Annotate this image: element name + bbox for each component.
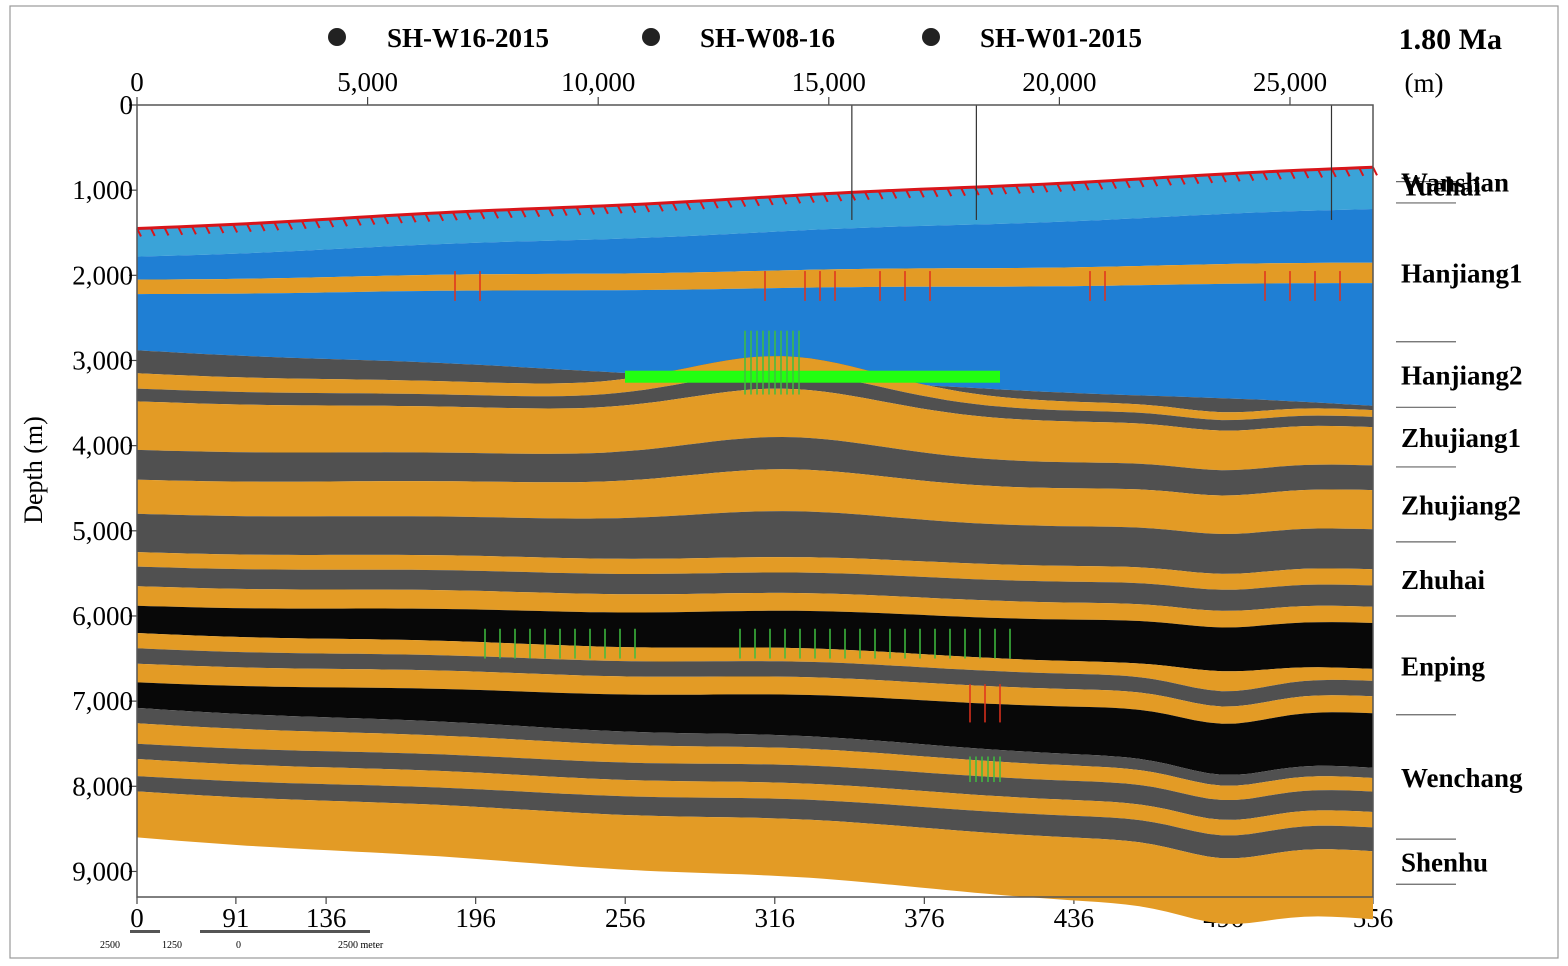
depth-axis-tick-label: 6,000 — [72, 601, 133, 631]
depth-axis-tick-label: 4,000 — [72, 431, 133, 461]
depth-axis-tick-label: 0 — [120, 90, 134, 120]
formation-label: Enping — [1401, 651, 1486, 681]
formation-label: Hanjiang2 — [1401, 361, 1523, 391]
depth-axis-tick-label: 1,000 — [72, 175, 133, 205]
plot-frame — [136, 104, 1374, 898]
trace-axis-tick-label: 316 — [755, 903, 796, 933]
shallow-layer-yuehai — [137, 167, 1373, 257]
orange-layer — [137, 759, 1373, 836]
scale-label: 2500 meter — [338, 940, 384, 951]
grey-layer — [137, 437, 1373, 496]
formation-label: Zhujiang1 — [1401, 423, 1521, 453]
well-lines — [851, 105, 1333, 220]
well-marker-icon — [328, 28, 346, 46]
trace-axis-tick-label: 136 — [306, 903, 347, 933]
orange-layer — [137, 552, 1373, 590]
black-layer — [137, 682, 1373, 775]
orange-layer — [137, 663, 1373, 724]
formation-label: Wenchang — [1401, 763, 1523, 793]
top-axis-tick-label: 25,000 — [1253, 67, 1327, 97]
top-axis-tick-label: 5,000 — [337, 67, 398, 97]
formation-label: Yuehai — [1401, 172, 1482, 202]
figure-border — [9, 5, 1559, 959]
depth-axis-tick-label: 3,000 — [72, 345, 133, 375]
depth-axis-tick-label: 9,000 — [72, 856, 133, 886]
depth-axis-tick-label: 7,000 — [72, 686, 133, 716]
top-axis-ticks: 0 5,000 10,000 15,000 20,000 25,000 — [130, 67, 1327, 105]
orange-layer — [137, 723, 1373, 800]
fault-markers — [136, 165, 1378, 783]
top-axis-tick-label: 0 — [130, 67, 144, 97]
grey-layer — [137, 511, 1373, 574]
orange-layer — [137, 791, 1373, 924]
trace-axis-tick-label: 376 — [904, 903, 945, 933]
green-anomaly-zone — [625, 370, 1000, 383]
orange-layer — [137, 469, 1373, 534]
legend-well-2: SH-W08-16 — [700, 23, 835, 53]
formation-label: Wanshan — [1401, 168, 1509, 198]
plot-frame-border — [136, 104, 1374, 898]
grey-layer — [137, 566, 1373, 611]
hanjiang2-blue-layer — [137, 283, 1373, 406]
orange-layer — [137, 633, 1373, 692]
scale-bar-segment — [160, 930, 200, 933]
well-marker-icon — [922, 28, 940, 46]
grey-layer — [137, 743, 1373, 820]
stratigraphic-layers — [137, 167, 1373, 924]
well-marker-icon — [642, 28, 660, 46]
age-label: 1.80 Ma — [1399, 23, 1502, 56]
legend-well-1: SH-W16-2015 — [387, 23, 549, 53]
top-axis-tick-label: 15,000 — [792, 67, 866, 97]
grey-layer — [137, 707, 1373, 786]
grey-layer — [137, 372, 1373, 431]
depth-axis-ticks: 0 1,000 2,000 3,000 4,000 5,000 6,000 7,000 8,00… — [72, 90, 137, 886]
legend-well-3: SH-W01-2015 — [980, 23, 1142, 53]
formation-label: Shenhu — [1401, 848, 1488, 878]
seafloor-line — [136, 165, 1374, 230]
trace-axis-tick-label: 436 — [1054, 903, 1095, 933]
trace-axis-tick-label: 256 — [605, 903, 646, 933]
legend: SH-W16-2015 SH-W08-16 SH-W01-2015 1.80 M… — [328, 23, 1502, 56]
grey-layer — [137, 776, 1373, 859]
formation-label: Zhuhai — [1401, 565, 1486, 595]
top-axis-unit: (m) — [1405, 68, 1444, 98]
scale-label: 2500 — [100, 940, 120, 951]
scale-bar-line — [100, 930, 370, 933]
trace-axis-tick-label: 91 — [222, 903, 249, 933]
depth-axis-tick-label: 2,000 — [72, 260, 133, 290]
top-axis: (m) — [1405, 68, 1444, 98]
scale-bar: 2500 1250 0 2500 meter — [100, 930, 384, 951]
grey-layer — [137, 350, 1373, 413]
orange-layer — [137, 388, 1373, 471]
orange-layer — [137, 356, 1373, 421]
scale-label: 1250 — [162, 940, 182, 951]
trace-axis-tick-label: 196 — [455, 903, 496, 933]
hanjiang-blue-layer — [137, 209, 1373, 280]
scale-bar-segment — [100, 930, 130, 933]
depth-axis-tick-label: 8,000 — [72, 771, 133, 801]
orange-layer — [137, 586, 1373, 628]
formation-label: Zhujiang2 — [1401, 490, 1521, 520]
top-axis-tick-label: 20,000 — [1022, 67, 1096, 97]
scale-label: 0 — [236, 940, 241, 951]
depth-axis-tick-label: 5,000 — [72, 516, 133, 546]
grey-layer — [137, 648, 1373, 707]
top-axis-tick-label: 10,000 — [561, 67, 635, 97]
formation-label: Hanjiang1 — [1401, 258, 1523, 288]
trace-axis-tick-label: 0 — [130, 903, 144, 933]
depth-axis-title: Depth (m) — [19, 416, 48, 524]
